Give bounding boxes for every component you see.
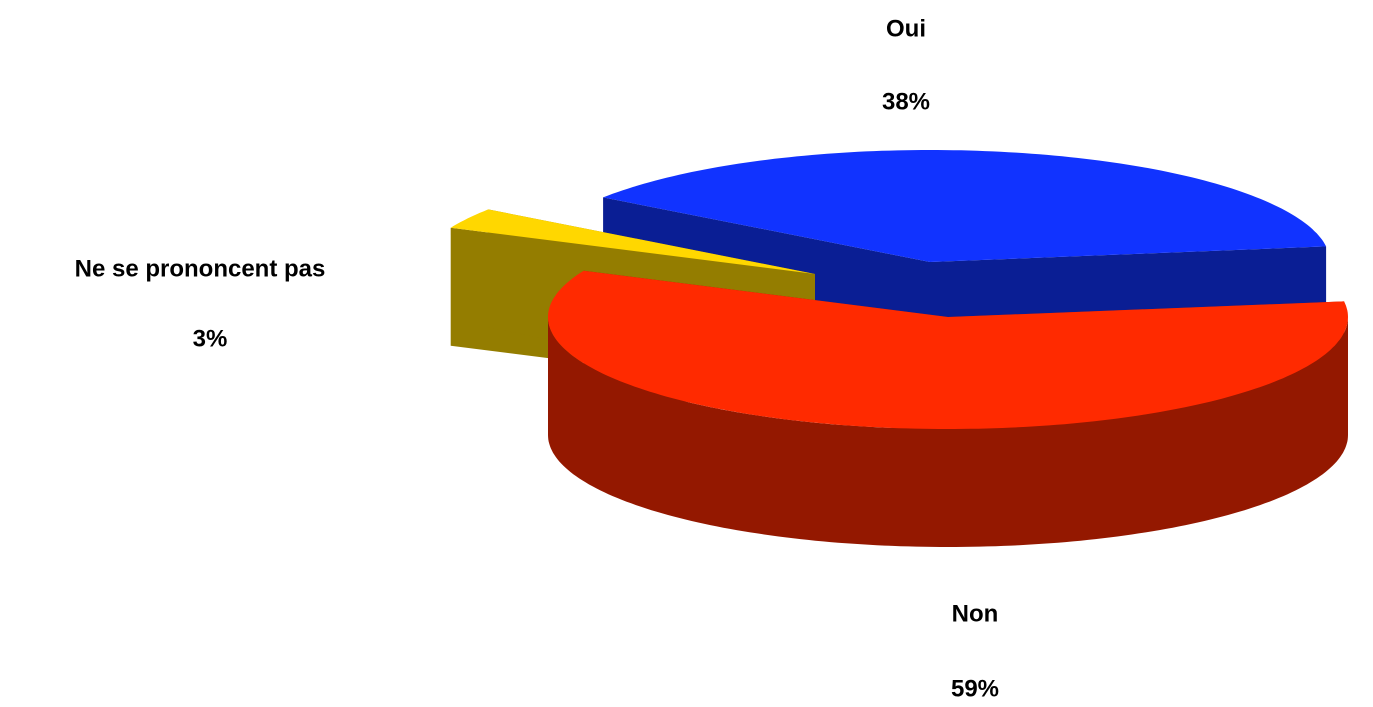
slice-wall — [548, 317, 1348, 547]
value-label: 59% — [951, 675, 999, 702]
slice-top — [548, 270, 1348, 429]
slice-top — [603, 150, 1327, 262]
value-label: 38% — [882, 88, 930, 115]
pie-slice — [548, 270, 1348, 547]
category-label: Oui — [886, 15, 926, 42]
category-label: Non — [952, 600, 999, 627]
value-label: 3% — [193, 325, 228, 352]
slice-top — [450, 209, 815, 274]
category-label: Ne se prononcent pas — [75, 255, 326, 282]
